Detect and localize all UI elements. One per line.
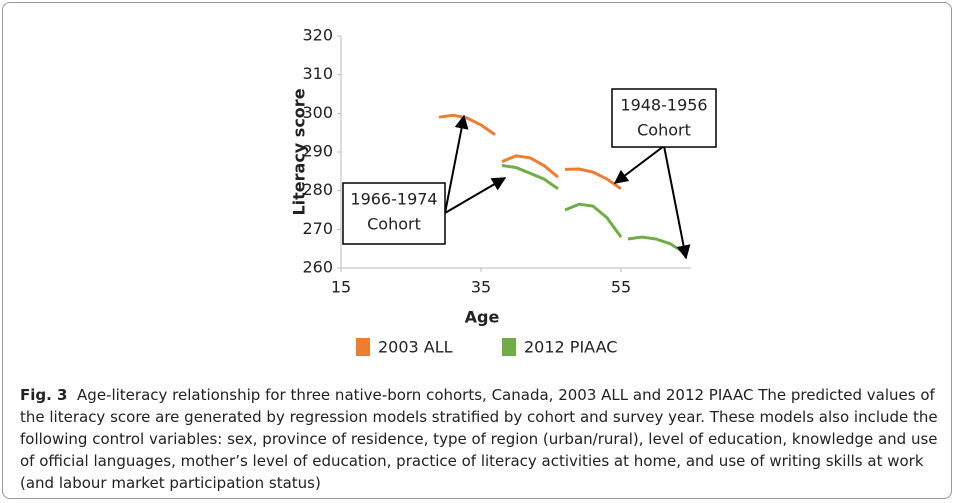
annotation-text: 1948-1956: [620, 96, 707, 115]
annotation-text: 1966-1974: [350, 190, 437, 209]
legend-label: 2003 ALL: [378, 338, 453, 357]
x-tick-label: 35: [471, 278, 491, 297]
annotation-arrow: [444, 114, 469, 214]
y-tick-label: 260: [302, 258, 333, 277]
annotation-arrow: [613, 145, 665, 184]
legend-swatch: [356, 338, 370, 356]
y-tick-label: 270: [302, 219, 333, 238]
annotation-text: Cohort: [367, 215, 421, 234]
x-axis-title: Age: [465, 308, 500, 327]
y-tick-label: 320: [302, 26, 333, 45]
y-axis-title: Literacy score: [290, 88, 309, 215]
y-tick-label: 290: [302, 142, 333, 161]
y-tick-label: 300: [302, 103, 333, 122]
annotation-box: [611, 88, 717, 148]
caption-text: Age-literacy relationship for three nati…: [20, 386, 938, 492]
legend-label: 2012 PIAAC: [524, 338, 617, 357]
annotation-box: [342, 182, 446, 245]
series-line: [501, 164, 685, 254]
annotation-arrow: [444, 177, 507, 214]
chart: Age Literacy score 260 270 280 290 300 310 320…: [290, 26, 717, 357]
y-tick-label: 280: [302, 180, 333, 199]
annotation-text: Cohort: [637, 121, 691, 140]
series-line: [438, 113, 622, 190]
annotation-arrow: [663, 145, 691, 260]
x-tick-label: 15: [331, 278, 351, 297]
legend-swatch: [502, 338, 516, 356]
y-tick-label: 310: [302, 64, 333, 83]
caption: Fig. 3 Age-literacy relationship for thr…: [20, 384, 940, 494]
x-tick-label: 55: [611, 278, 631, 297]
caption-label: Fig. 3: [20, 386, 68, 404]
